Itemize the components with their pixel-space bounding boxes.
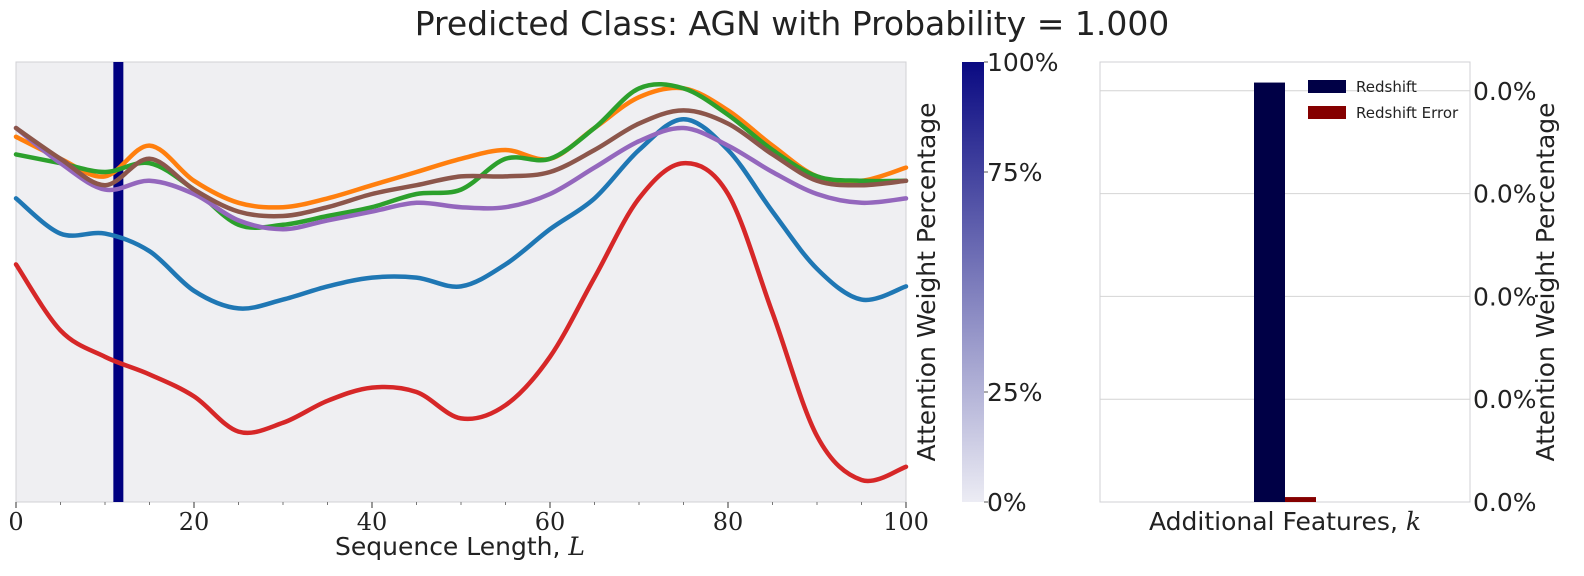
bar-chart-legend: Redshift Redshift Error: [1308, 78, 1459, 122]
bar-y-tick-label: 0.0%: [1473, 385, 1537, 414]
line-series-2: [13, 85, 909, 210]
x-tick-label: 20: [179, 508, 210, 536]
bar-y-tick-label: 0.0%: [1473, 282, 1537, 311]
bar-chart-panel: 0.0% 0.0% 0.0% 0.0% 0.0% Redshift Redshift Er…: [1099, 61, 1560, 536]
line-plot-x-label-text: Sequence Length,: [335, 532, 568, 561]
line-series-4: [13, 160, 909, 484]
colorbar-tick-label: 25%: [987, 378, 1043, 407]
line-plot-x-ticks: 0 20 40 60 80 100: [8, 502, 929, 536]
line-plot-x-label: Sequence Length, L: [335, 532, 585, 561]
line-series-5: [13, 125, 909, 232]
colorbar: 0% 25% 75% 100% Attention Weight Percentage: [912, 48, 1058, 517]
bar-redshift: [1254, 82, 1285, 503]
legend-swatch: [1308, 80, 1346, 93]
bar-chart-x-label-symbol: k: [1406, 507, 1421, 536]
colorbar-tick-label: 100%: [987, 48, 1058, 77]
bar-chart-y-label: Attention Weight Percentage: [1531, 102, 1560, 461]
attention-highlight-bar: [113, 62, 124, 502]
line-plot-panel: 0 20 40 60 80 100 Sequence Length, L: [8, 61, 929, 561]
colorbar-ticks: 0% 25% 75% 100%: [984, 48, 1058, 517]
legend-label: Redshift Error: [1356, 104, 1459, 122]
bar-redshift-error: [1285, 497, 1316, 502]
line-plot-x-label-symbol: L: [567, 532, 585, 561]
colorbar-tick-label: 0%: [987, 488, 1027, 517]
bar-y-tick-label: 0.0%: [1473, 488, 1537, 517]
chart-title: Predicted Class: AGN with Probability = …: [414, 4, 1170, 43]
colorbar-label: Attention Weight Percentage: [912, 102, 941, 461]
x-tick-label: 80: [713, 508, 744, 536]
x-tick-label: 60: [535, 508, 566, 536]
bar-y-tick-label: 0.0%: [1473, 77, 1537, 106]
x-tick-label: 100: [883, 508, 929, 536]
line-plot-background: [15, 61, 907, 503]
bar-chart-x-label: Additional Features, k: [1149, 507, 1421, 536]
bar-y-tick-label: 0.0%: [1473, 180, 1537, 209]
colorbar-gradient: [962, 62, 984, 502]
legend-swatch: [1308, 106, 1346, 119]
bar-chart-x-label-text: Additional Features,: [1149, 507, 1406, 536]
line-series-1: [13, 116, 909, 311]
line-series-3: [13, 82, 909, 231]
bar-chart-bars: [1254, 82, 1316, 503]
colorbar-tick-label: 75%: [987, 158, 1043, 187]
x-tick-label: 0: [8, 508, 23, 536]
bar-chart-y-ticks: 0.0% 0.0% 0.0% 0.0% 0.0%: [1473, 77, 1537, 517]
line-series-group: [13, 82, 909, 484]
x-tick-label: 40: [357, 508, 388, 536]
line-series-6: [13, 108, 909, 219]
legend-label: Redshift: [1356, 78, 1417, 96]
